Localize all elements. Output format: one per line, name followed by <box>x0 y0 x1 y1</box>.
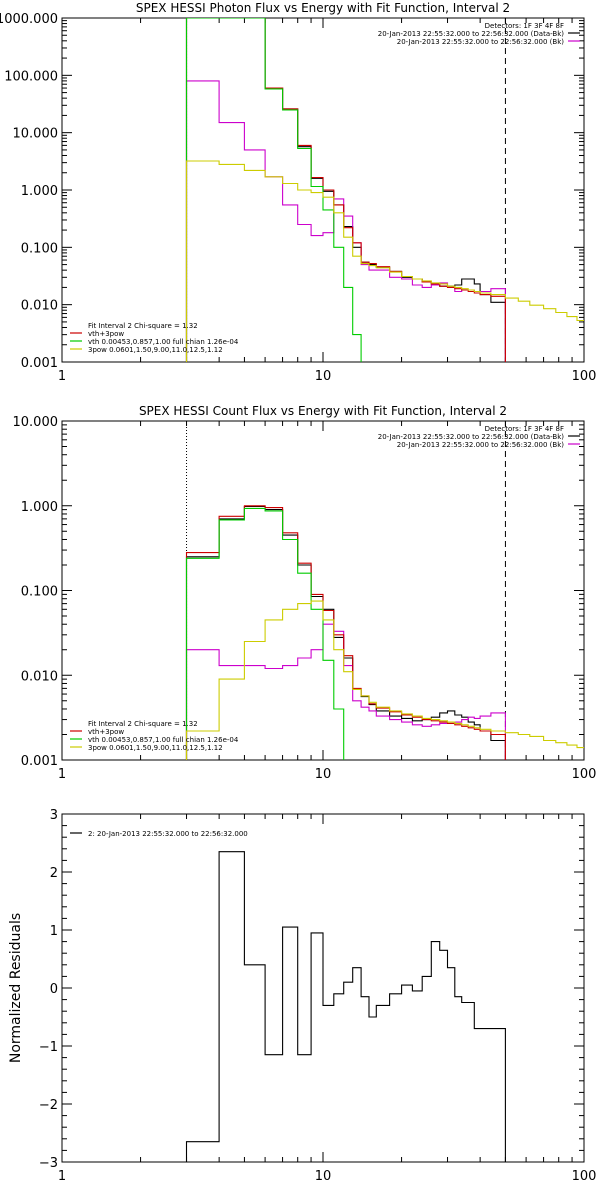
y-tick-label: 0.100 <box>21 241 58 256</box>
y-tick-label: 1.000 <box>21 184 58 199</box>
x-tick-label: 10 <box>315 1169 332 1184</box>
y-axis-label: Normalized Residuals <box>8 913 24 1063</box>
series-resid-line <box>185 851 506 1162</box>
series-bk-line <box>185 623 506 760</box>
y-tick-label: −2 <box>39 1098 58 1113</box>
x-tick-label: 100 <box>572 369 597 384</box>
x-tick-label: 1 <box>58 1169 66 1184</box>
legend-entry-vth-0-00453-0-857-1-00-f: vth 0.00453,0.857,1.00 full chian 1.26e-… <box>88 736 239 744</box>
y-tick-label: 10.000 <box>13 415 59 430</box>
x-tick-label: 100 <box>572 767 597 782</box>
legend-entry-20-jan-2013-22-55-32-000: 20-Jan-2013 22:55:32.000 to 22:56:32.000… <box>378 433 565 441</box>
legend-entry-20-jan-2013-22-55-32-000: 20-Jan-2013 22:55:32.000 to 22:56:32.000… <box>397 38 565 46</box>
residuals-panel: 1 10 100 −3 −2 −1 0 1 2 3 Normalized Residuals 2: 2… <box>8 808 596 1184</box>
series-data-line <box>185 18 506 362</box>
x-tick-label: 100 <box>572 1169 597 1184</box>
legend-entry-3pow-0-0601-1-50-9-00-11: 3pow 0.0601,1.50,9.00,11.0,12.5,1.12 <box>88 744 223 752</box>
legend-entry-vth-3pow: vth+3pow <box>88 728 124 736</box>
legend-entry-20-jan-2013-22-55-32-000: 20-Jan-2013 22:55:32.000 to 22:56:32.000… <box>397 441 565 449</box>
data-layer <box>185 18 584 362</box>
legend-entry-detectors-1f-3f-4f-8f: Detectors: 1F 3F 4F 8F <box>485 22 564 30</box>
chart-title: SPEX HESSI Photon Flux vs Energy with Fi… <box>136 1 510 15</box>
legend-entry-vth-0-00453-0-857-1-00-f: vth 0.00453,0.857,1.00 full chian 1.26e-… <box>88 338 239 346</box>
series-data-line <box>185 505 506 760</box>
legend-entry-20-jan-2013-22-55-32-000: 20-Jan-2013 22:55:32.000 to 22:56:32.000… <box>378 30 565 38</box>
legend-entry-detectors-1f-3f-4f-8f: Detectors: 1F 3F 4F 8F <box>485 425 564 433</box>
legend-entry-fit-interval-2-chi-squar: Fit Interval 2 Chi-square = 1.32 <box>88 322 198 330</box>
data-layer <box>185 851 506 1162</box>
chart-title: SPEX HESSI Count Flux vs Energy with Fit… <box>139 404 507 418</box>
y-tick-label: 1.000 <box>21 500 58 515</box>
series-model-line <box>185 505 506 760</box>
y-tick-label: −3 <box>39 1156 58 1171</box>
series-vth-line <box>185 18 362 362</box>
y-tick-label: 0.001 <box>21 754 58 769</box>
y-tick-label: 2 <box>50 866 58 881</box>
x-tick-label: 1 <box>58 767 66 782</box>
series-pow-line <box>185 600 584 760</box>
x-tick-label: 10 <box>315 369 332 384</box>
x-tick-label: 10 <box>315 767 332 782</box>
y-tick-label: 100.000 <box>4 69 58 84</box>
y-tick-label: 1 <box>50 924 58 939</box>
x-tick-label: 1 <box>58 369 66 384</box>
y-tick-label: 1000.000 <box>0 12 58 27</box>
legend-entry-fit-interval-2-chi-squar: Fit Interval 2 Chi-square = 1.32 <box>88 720 198 728</box>
y-tick-label: 0.010 <box>21 299 58 314</box>
y-tick-label: 0.100 <box>21 585 58 600</box>
photon-flux-panel: SPEX HESSI Photon Flux vs Energy with Fi… <box>0 1 596 384</box>
y-tick-label: −1 <box>39 1040 58 1055</box>
y-tick-label: 0.010 <box>21 669 58 684</box>
y-tick-label: 3 <box>50 808 58 823</box>
y-tick-label: 0 <box>50 982 58 997</box>
y-tick-label: 10.000 <box>13 127 59 142</box>
legend-entry-vth-3pow: vth+3pow <box>88 330 124 338</box>
y-tick-label: 0.001 <box>21 356 58 371</box>
data-layer <box>185 421 584 760</box>
legend-entry-2-20-jan-2013-22-55-32-0: 2: 20-Jan-2013 22:55:32.000 to 22:56:32.… <box>88 830 248 838</box>
series-bk-line <box>185 80 506 362</box>
count-flux-panel: SPEX HESSI Count Flux vs Energy with Fit… <box>13 404 597 782</box>
series-model-line <box>185 18 506 362</box>
legend-entry-3pow-0-0601-1-50-9-00-11: 3pow 0.0601,1.50,9.00,11.0,12.5,1.12 <box>88 346 223 354</box>
series-vth-line <box>185 507 345 760</box>
series-pow-line <box>185 160 584 362</box>
